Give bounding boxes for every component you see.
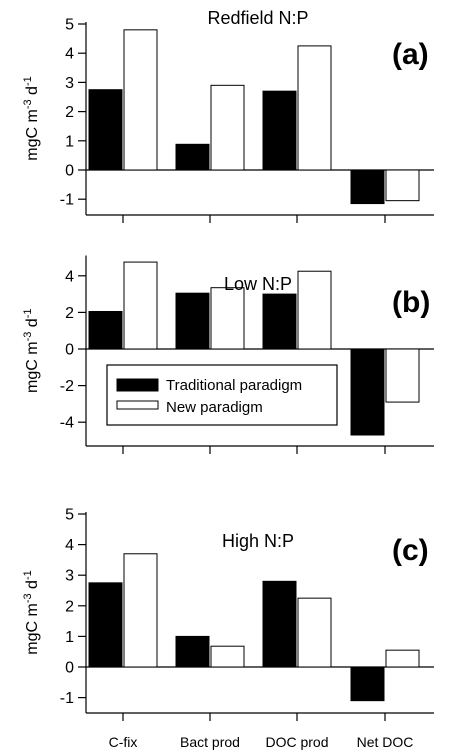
bar [210,84,245,171]
y-axis-label-part: -1 [22,76,34,86]
y-tick-label: 2 [65,305,74,322]
bar [210,645,245,668]
y-tick-label: 5 [65,17,74,34]
y-axis-label: mgC m-3 d-1 [22,76,41,160]
panel-label: (c) [392,534,429,567]
y-tick-label: 1 [65,133,74,150]
y-tick-label: 0 [65,163,74,180]
y-tick-label: 4 [65,46,74,63]
x-tick-label: DOC prod [265,734,328,750]
y-axis-label-part: mgC m [24,603,41,655]
bar [210,287,245,350]
bar [123,261,158,350]
x-tick-label: Bact prod [180,734,240,750]
y-tick-label: 1 [65,629,74,646]
bar [297,597,332,668]
legend-label: New paradigm [166,399,263,416]
panel-title: Redfield N:P [207,8,308,28]
y-tick-label: -4 [60,415,74,432]
y-tick-label: 4 [65,268,74,285]
y-tick-label: 2 [65,104,74,121]
legend-swatch [116,400,159,410]
bar [175,635,210,668]
y-tick-label: 5 [65,507,74,524]
y-axis-label-part: -3 [22,332,34,342]
panel-label: (b) [392,286,430,319]
bar [88,310,123,350]
y-tick-label: -1 [60,690,74,707]
bar [262,293,297,350]
bar [350,169,385,205]
panel-title: Low N:P [224,274,292,294]
y-tick-label: 3 [65,75,74,92]
bar [385,169,420,202]
legend: Traditional paradigm New paradigm [106,364,338,426]
y-axis-label-part: mgC m [24,109,41,161]
bar [297,45,332,171]
y-axis-label-part: d [24,318,41,331]
y-axis-label-part: -3 [22,99,34,109]
legend-label: Traditional paradigm [166,377,302,394]
y-axis-label-part: -1 [22,570,34,580]
y-axis-label-part: -3 [22,593,34,603]
chart-panel-2: -4 -2 0 2 4 Low N:P (b) mgC m-3 d-1 Traditional … [22,255,434,454]
bar [385,348,420,403]
y-tick-label: 0 [65,342,74,359]
y-axis-label: mgC m-3 d-1 [22,570,41,654]
bar [385,649,420,668]
x-tick-label: Net DOC [357,734,414,750]
x-tick-label: C-fix [109,734,138,750]
bar [175,292,210,350]
bar [88,582,123,668]
legend-box [106,364,338,426]
bar [350,666,385,702]
bar [350,348,385,436]
legend-swatch [116,378,159,392]
bar [297,270,332,350]
y-axis-label-part: mgC m [24,341,41,393]
bar [88,89,123,171]
y-tick-label: 3 [65,568,74,585]
y-axis-label-part: d [24,86,41,99]
bar [262,90,297,171]
y-tick-label: 4 [65,537,74,554]
y-tick-label: 2 [65,598,74,615]
bar [123,553,158,668]
bar [175,143,210,171]
y-axis-label: mgC m-3 d-1 [22,309,41,393]
panel-title: High N:P [222,531,294,551]
bar [262,580,297,668]
y-tick-label: -2 [60,378,74,395]
y-axis-label-part: d [24,580,41,593]
bar [123,29,158,171]
y-tick-label: -1 [60,192,74,209]
y-axis-label-part: -1 [22,309,34,319]
panel-label: (a) [392,38,429,71]
y-tick-label: 0 [65,660,74,677]
